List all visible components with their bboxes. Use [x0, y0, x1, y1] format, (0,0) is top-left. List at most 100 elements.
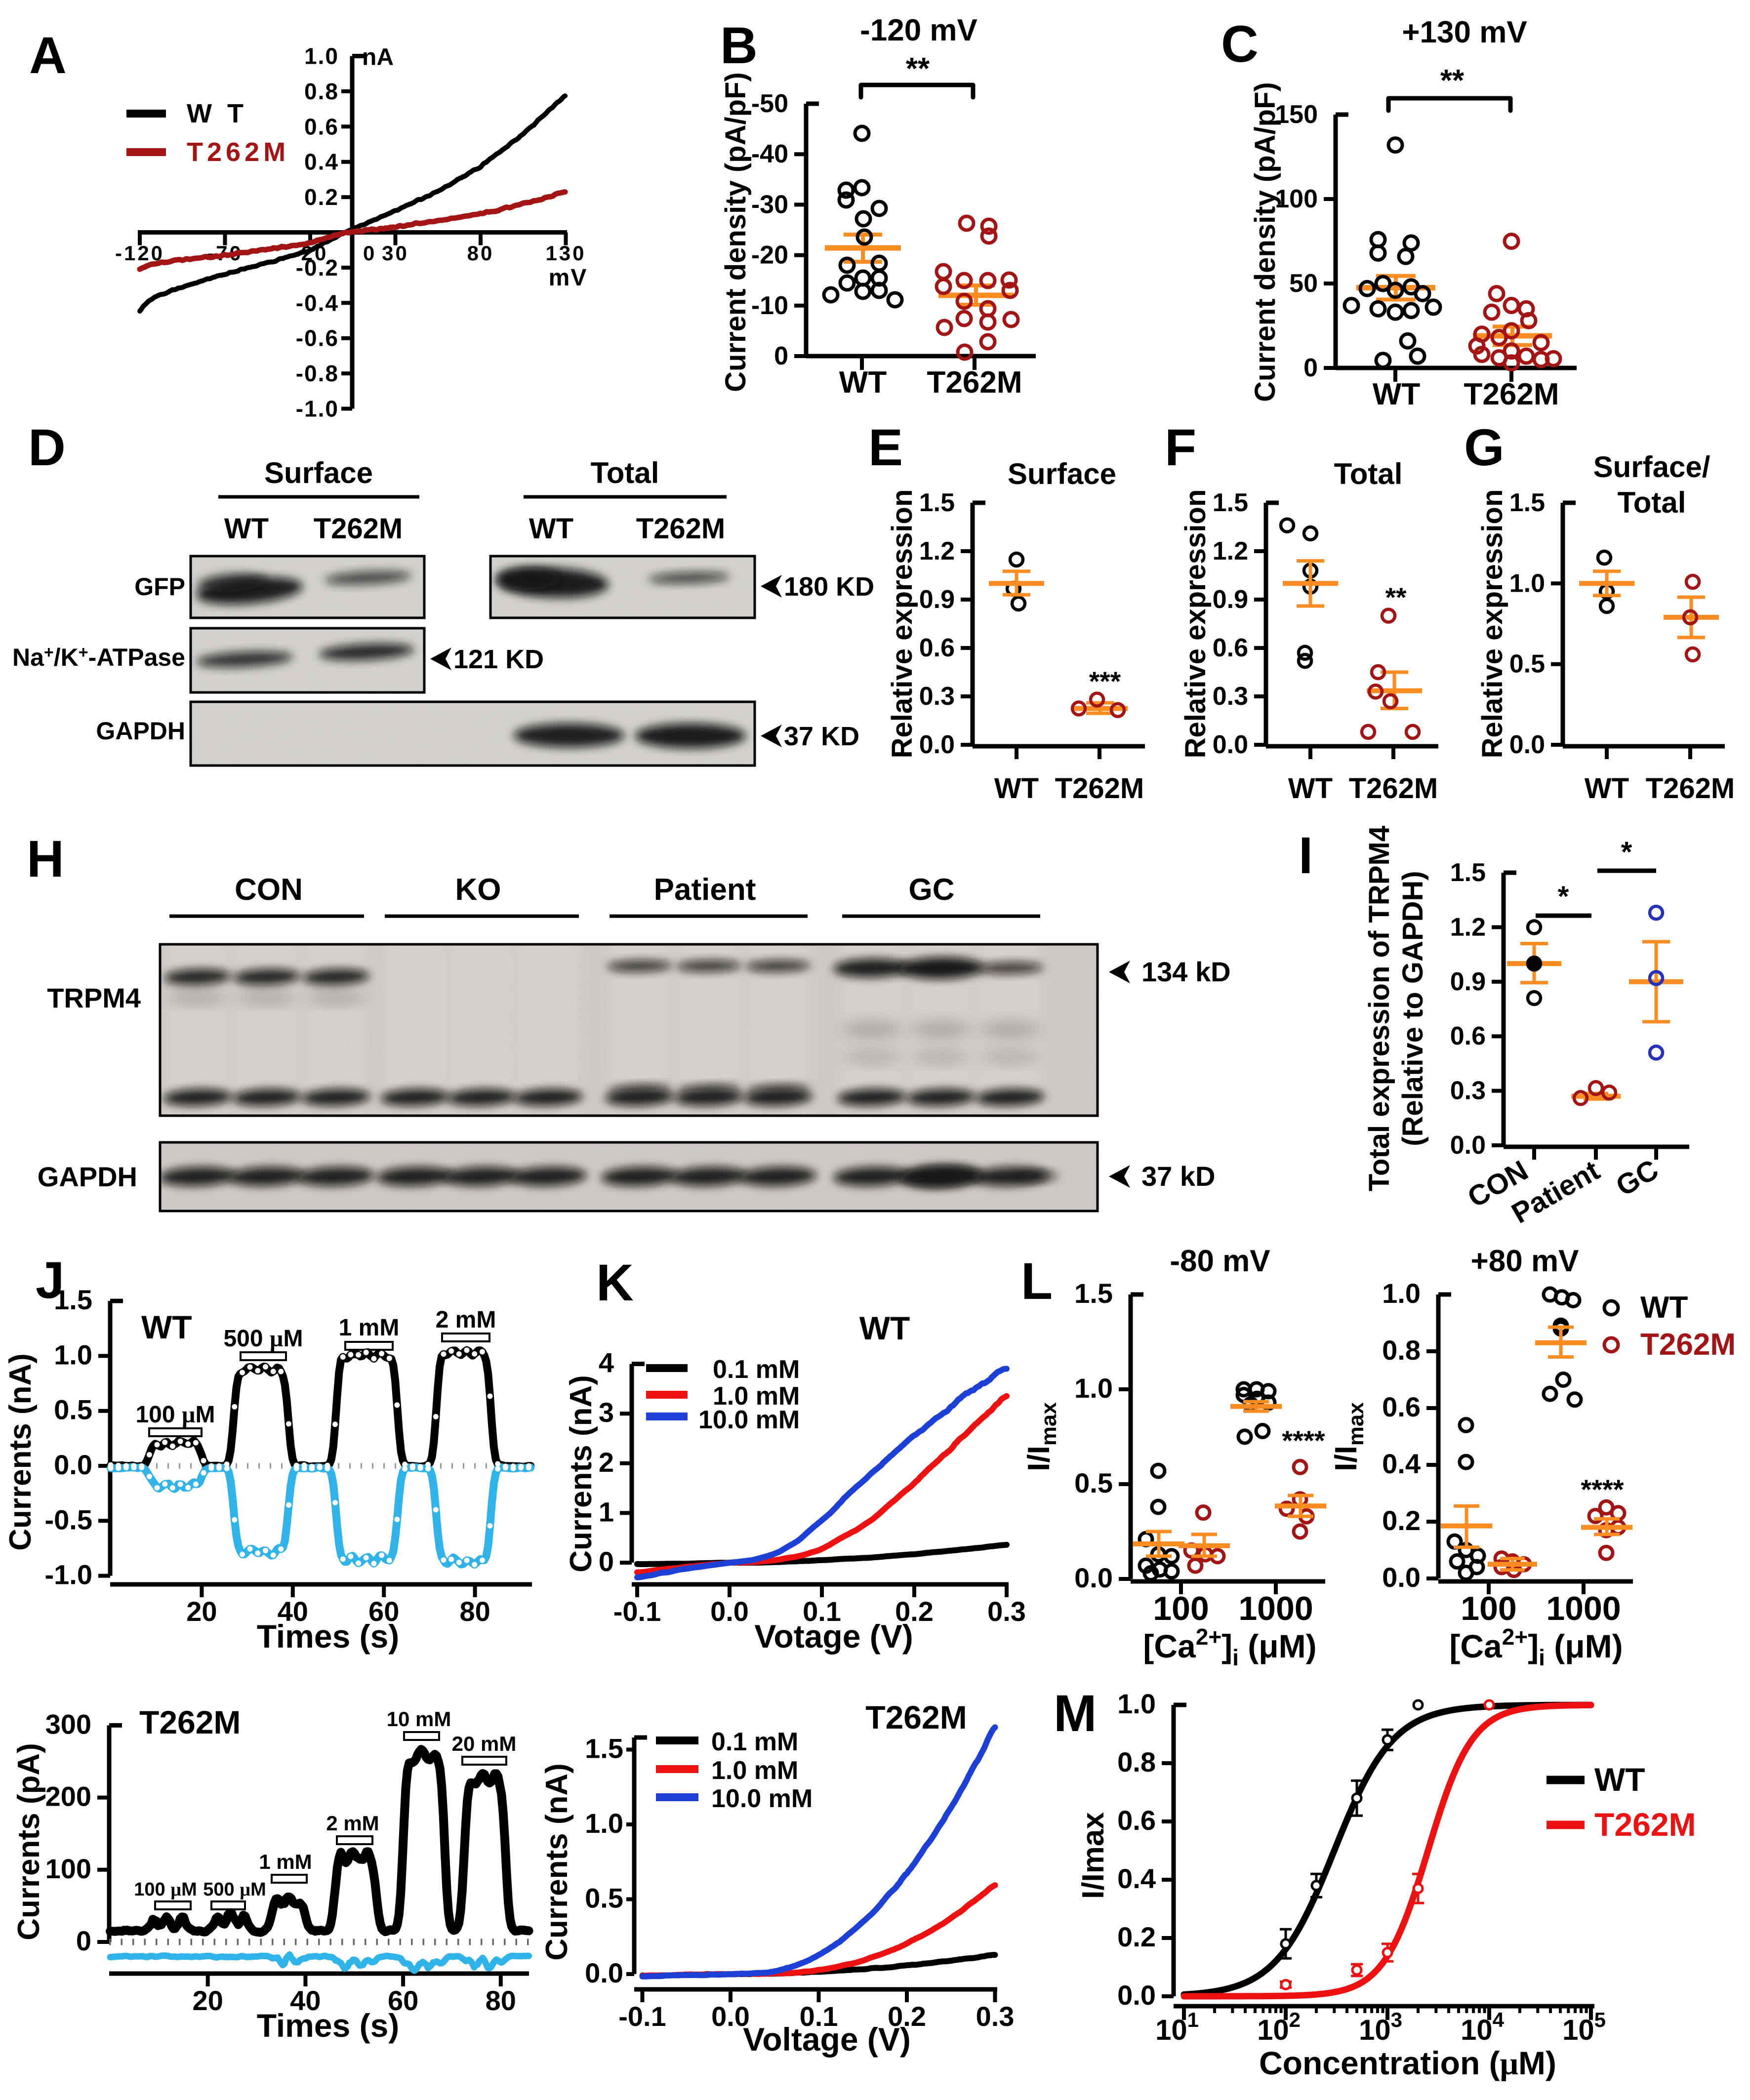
svg-text:-0.2: -0.2: [296, 255, 339, 281]
svg-text:KO: KO: [455, 873, 501, 907]
svg-text:500 µM: 500 µM: [203, 1879, 266, 1900]
svg-text:1.2: 1.2: [1450, 913, 1486, 941]
svg-text:A: A: [29, 27, 67, 84]
svg-text:WT: WT: [859, 1310, 910, 1346]
svg-text:0.2: 0.2: [1117, 1921, 1156, 1952]
svg-text:60: 60: [388, 1985, 418, 2016]
svg-text:WT: WT: [529, 513, 573, 545]
svg-text:WT: WT: [1594, 1761, 1645, 1798]
svg-text:G: G: [1464, 419, 1505, 477]
svg-text:4: 4: [599, 1347, 614, 1378]
svg-text:0.0: 0.0: [710, 1596, 749, 1627]
svg-text:-0.6: -0.6: [296, 325, 339, 351]
svg-text:WT: WT: [141, 1309, 192, 1345]
svg-text:GAPDH: GAPDH: [38, 1161, 137, 1192]
svg-text:100: 100: [1153, 1590, 1209, 1627]
svg-text:40: 40: [278, 1596, 308, 1627]
svg-text:0.3: 0.3: [919, 682, 955, 711]
svg-text:T262M: T262M: [187, 137, 289, 167]
svg-text:0.2: 0.2: [304, 184, 339, 210]
svg-text:0.0: 0.0: [1450, 1131, 1486, 1160]
svg-text:500 µM: 500 µM: [223, 1326, 303, 1352]
svg-text:1.0: 1.0: [1117, 1688, 1156, 1719]
svg-text:0.4: 0.4: [1117, 1863, 1156, 1894]
svg-text:0.0: 0.0: [54, 1449, 92, 1480]
svg-text:W T: W T: [187, 99, 247, 128]
svg-text:60: 60: [368, 1596, 399, 1627]
svg-text:Times (s): Times (s): [257, 2007, 400, 2044]
svg-text:1 mM: 1 mM: [339, 1315, 400, 1341]
svg-text:300: 300: [45, 1708, 91, 1739]
svg-text:0.6: 0.6: [919, 634, 955, 662]
svg-text:50: 50: [1289, 269, 1318, 298]
svg-text:0.5: 0.5: [1509, 650, 1545, 679]
svg-text:0.0: 0.0: [711, 2001, 750, 2032]
svg-text:1.0 mM: 1.0 mM: [713, 1382, 800, 1411]
svg-text:Total: Total: [1334, 457, 1403, 490]
svg-text:20: 20: [186, 1596, 217, 1627]
svg-text:T262M: T262M: [927, 365, 1022, 400]
svg-text:0.6: 0.6: [1450, 1022, 1486, 1050]
svg-text:0.1: 0.1: [800, 2001, 838, 2032]
svg-text:0.0: 0.0: [585, 1957, 623, 1988]
svg-text:1.0 mM: 1.0 mM: [711, 1756, 798, 1785]
svg-text:2: 2: [599, 1447, 614, 1478]
svg-text:0.8: 0.8: [1117, 1746, 1156, 1777]
svg-text:0.0: 0.0: [1382, 1562, 1421, 1593]
svg-text:200: 200: [45, 1781, 91, 1812]
svg-text:1.0: 1.0: [54, 1339, 92, 1370]
svg-text:100: 100: [1275, 185, 1318, 213]
svg-text:1.0: 1.0: [1074, 1373, 1113, 1404]
svg-text:Currents (nA): Currents (nA): [540, 1763, 574, 1961]
svg-text:Total expression of TRPM4: Total expression of TRPM4: [1363, 826, 1395, 1191]
svg-text:100 µM: 100 µM: [134, 1879, 197, 1900]
svg-text:C: C: [1221, 15, 1259, 73]
svg-text:GC: GC: [909, 873, 955, 907]
svg-text:-1.0: -1.0: [45, 1559, 93, 1590]
svg-text:I/Imax: I/Imax: [1076, 1812, 1110, 1899]
svg-text:H: H: [27, 830, 64, 888]
svg-text:0.8: 0.8: [1382, 1334, 1421, 1366]
svg-text:0: 0: [599, 1546, 614, 1577]
svg-text:WT: WT: [1373, 377, 1421, 411]
svg-text:20 mM: 20 mM: [452, 1732, 517, 1755]
svg-text:Relative expression: Relative expression: [886, 489, 918, 759]
svg-text:WT: WT: [224, 513, 269, 545]
svg-text:L: L: [1021, 1252, 1053, 1310]
svg-text:-120: -120: [115, 242, 164, 265]
svg-text:1 mM: 1 mM: [259, 1850, 312, 1873]
svg-text:-0.1: -0.1: [618, 2001, 666, 2032]
svg-text:Votage (V): Votage (V): [754, 1618, 913, 1655]
svg-text:0.6: 0.6: [1213, 634, 1248, 662]
svg-text:0.0: 0.0: [1509, 730, 1545, 759]
svg-text:150: 150: [1275, 100, 1318, 129]
svg-text:0.3: 0.3: [987, 1596, 1026, 1627]
svg-text:10 mM: 10 mM: [387, 1707, 451, 1731]
svg-text:Total: Total: [1618, 486, 1686, 519]
svg-text:B: B: [720, 17, 758, 75]
svg-text:Times (s): Times (s): [257, 1618, 400, 1655]
svg-text:**: **: [1440, 64, 1465, 98]
svg-text:Currents (nA): Currents (nA): [564, 1375, 598, 1573]
svg-text:0.8: 0.8: [304, 79, 339, 104]
svg-text:TRPM4: TRPM4: [47, 982, 141, 1013]
svg-text:1000: 1000: [1546, 1590, 1621, 1627]
svg-text:-30: -30: [751, 190, 788, 219]
svg-text:J: J: [36, 1252, 64, 1309]
svg-text:1.5: 1.5: [1074, 1278, 1113, 1309]
svg-text:134 kD: 134 kD: [1141, 956, 1231, 987]
svg-text:0.2: 0.2: [1382, 1505, 1421, 1536]
svg-text:1.0: 1.0: [585, 1808, 623, 1839]
svg-text:Currents (nA): Currents (nA): [3, 1353, 38, 1551]
svg-text:0: 0: [774, 342, 788, 370]
svg-text:M: M: [1054, 1685, 1097, 1742]
svg-text:100 µM: 100 µM: [135, 1402, 215, 1428]
svg-text:E: E: [868, 419, 903, 477]
svg-text:GFP: GFP: [134, 573, 185, 601]
svg-text:80: 80: [459, 1596, 490, 1627]
svg-text:Concentration (μM): Concentration (μM): [1259, 2045, 1556, 2082]
svg-text:T262M: T262M: [1464, 377, 1559, 411]
svg-text:Voltage (V): Voltage (V): [743, 2021, 911, 2058]
svg-text:1.5: 1.5: [1509, 488, 1545, 517]
svg-text:20: 20: [193, 1985, 223, 2016]
